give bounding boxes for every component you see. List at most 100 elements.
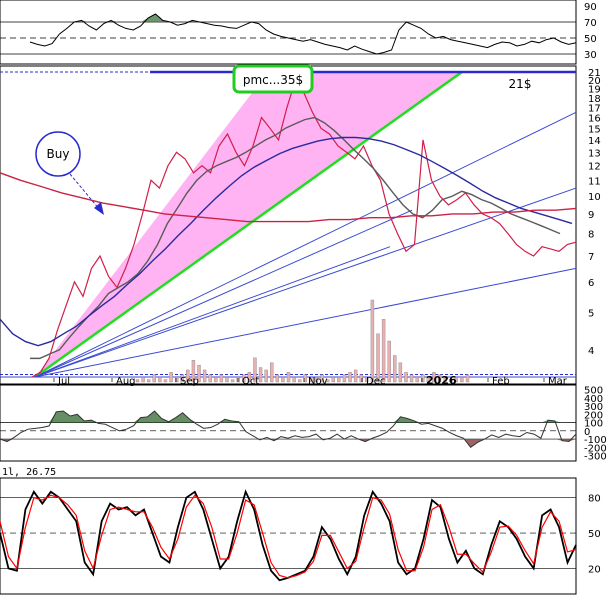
volume-bar [449,379,453,383]
volume-bar [247,372,252,383]
stochastic-layer: 20 50 80 [0,489,601,582]
price-tick-label: 11 [588,176,601,187]
volume-bar [325,379,330,383]
volume-bar [186,369,190,383]
volume-bar [409,374,414,383]
volume-bar [191,360,196,383]
volume-bar [309,376,313,383]
buy-circle [35,131,81,177]
volume-bar [275,374,280,383]
volume-bar [432,372,436,383]
volume-bar [152,374,156,383]
volume-bar [437,374,442,383]
volume-bar [359,374,363,383]
price-tick-label: 4 [588,346,594,357]
volume-bar [258,367,263,383]
volume-bar [387,340,391,383]
price-tick-label: 13 [588,148,601,159]
month-label: 2026 [426,374,457,387]
stochastic-line [0,494,577,579]
volume-bar [141,376,145,383]
volume-bar [443,376,447,383]
rsi-overbought-area [30,14,576,22]
stochastic-panel [0,477,577,595]
trend-fan-line [34,111,577,378]
volume-bar [381,319,386,383]
cci-tick-label: 500 [584,386,603,397]
volume-bar [180,374,184,383]
month-label: Oct [242,376,259,387]
volume-bar [270,362,274,383]
rsi-tick-label: 70 [584,18,597,29]
price-series-line [0,172,577,223]
volume-bar [348,372,352,383]
month-label: Jul [57,376,70,387]
volume-bar [465,374,470,383]
volume-bar [415,376,419,383]
volume-bar [225,376,229,383]
cci-tick-label: 0 [584,427,590,438]
volume-bar [219,374,224,383]
cci-tick-label: -100 [584,435,607,446]
trend-fan-line [34,209,413,378]
volume-bar [454,376,459,383]
cci-tick-label: -200 [584,443,607,454]
stochastic-tick-label: 80 [588,494,601,505]
volume-bar [314,376,319,383]
level-label: 21$ [509,77,532,91]
month-label: Mar [548,376,568,387]
stochastic-tick-label: 50 [588,529,601,540]
trend-fan-line [34,246,391,378]
price-tick-label: 16 [588,114,601,125]
volume-bar [158,376,162,383]
volume-bar [342,374,347,383]
price-tick-label: 19 [588,85,601,96]
volume-bar [202,369,207,383]
buy-arrow-line [69,173,101,211]
volume-bar [292,376,296,383]
volume-bar [146,379,151,383]
price-tick-label: 15 [588,124,601,135]
buy-arrow-head [94,202,104,215]
price-background-layer [0,70,577,379]
volume-bar [214,376,218,383]
volume-bar [242,374,246,383]
trend-fan-line [34,267,577,378]
volume-bar [135,379,140,383]
cci-positive-area [0,411,576,423]
trend-fan-line [34,70,463,379]
volume-bar [163,379,168,383]
volume-bar [208,374,212,383]
price-series-line [0,136,573,347]
volume-bar [426,376,431,383]
month-label: Aug [116,376,136,387]
target-box [232,64,314,94]
cci-tick-label: 300 [584,402,603,413]
volume-bar [353,369,358,383]
rsi-tick-label: 50 [584,34,597,45]
month-label: Feb [492,376,510,387]
volume-bar [421,374,425,383]
price-tick-label: 20 [588,76,601,87]
price-series-line [30,116,561,360]
price-tick-label: 6 [588,278,594,289]
rsi-tick-label: 30 [584,50,597,61]
volume-bar [460,376,464,383]
cci-tick-label: -300 [584,452,607,463]
volume-bar [174,376,179,383]
volume-bar [370,299,375,383]
price-tick-label: 12 [588,162,601,173]
volume-bar [197,364,201,383]
cci-tick-label: 200 [584,410,603,421]
month-label: Nov [308,376,328,387]
price-tick-label: 7 [588,252,594,263]
cci-panel [0,384,577,462]
price-tick-label: 21 [588,68,601,79]
buy-label: Buy [47,147,70,161]
price-tick-label: 18 [588,94,601,105]
rsi-layer: 30 50 70 90 [0,2,597,61]
volume-bar [253,357,257,383]
